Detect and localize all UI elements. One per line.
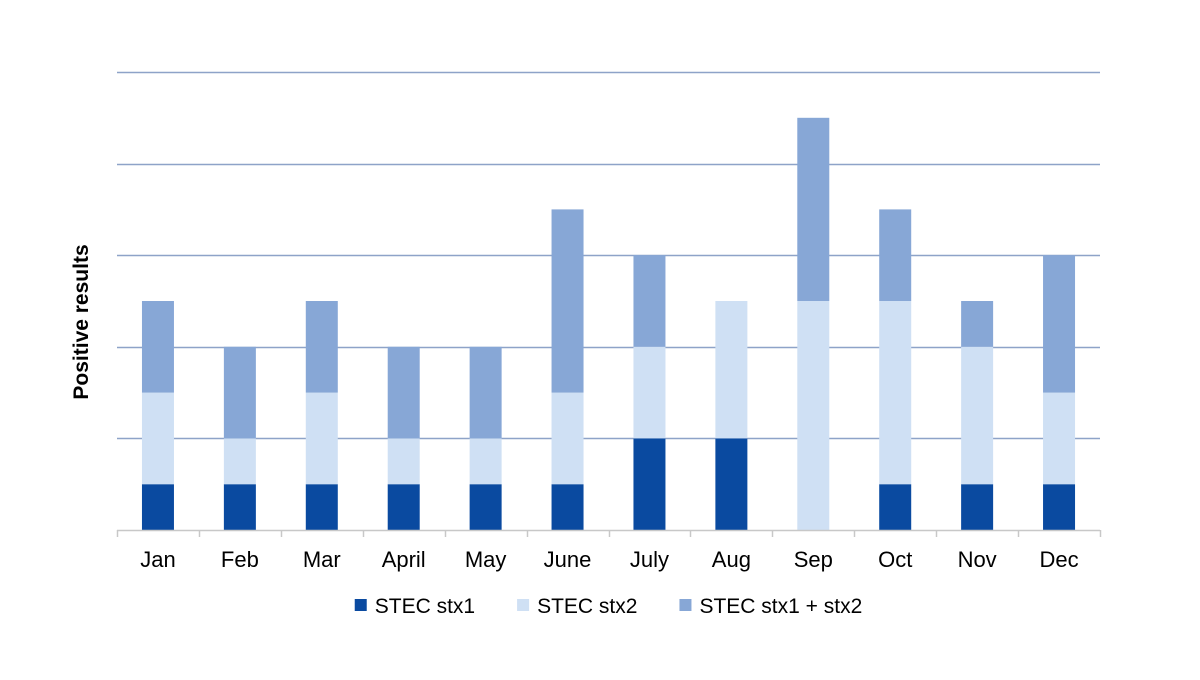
bar-aug-series-1	[715, 438, 748, 530]
bar-may-series-3	[469, 346, 502, 439]
legend-swatch	[354, 599, 367, 611]
bar-mar-series-2	[305, 392, 338, 485]
legend-label: STEC stx1	[375, 595, 475, 618]
x-tick-label: Aug	[712, 547, 751, 572]
bar-jan-series-2	[141, 392, 174, 485]
x-tick-label: April	[382, 547, 426, 572]
bar-nov-series-2	[961, 346, 994, 485]
bar-july-series-2	[633, 346, 666, 439]
x-tick-label: Jan	[140, 547, 175, 572]
bar-june-series-2	[551, 392, 584, 485]
gridlines	[117, 71, 1100, 440]
x-tick-label: Sep	[794, 547, 833, 572]
bar-mar-series-1	[305, 484, 338, 530]
bar-july-series-1	[633, 438, 666, 530]
bar-jan-series-3	[141, 301, 174, 393]
legend: STEC stx1 STEC stx2 STEC stx1 + stx2	[354, 595, 862, 618]
bar-oct-series-1	[879, 484, 912, 530]
x-axis	[116, 529, 1102, 537]
bar-feb-series-3	[223, 346, 256, 439]
bar-dec-series-1	[1043, 484, 1076, 530]
x-tick-labels: Jan Feb Mar April May June July Aug Sep Oct Nov Dec	[140, 547, 1078, 572]
legend-item-1: STEC stx1	[354, 595, 475, 618]
legend-swatch	[679, 599, 692, 611]
bar-sep-series-2	[797, 301, 830, 530]
bars	[141, 117, 1076, 530]
bar-april-series-3	[387, 346, 420, 439]
legend-label: STEC stx1 + stx2	[699, 595, 862, 618]
legend-swatch	[517, 599, 530, 611]
legend-label: STEC stx2	[537, 595, 637, 618]
bar-nov-series-1	[961, 484, 994, 530]
bar-may-series-1	[469, 484, 502, 530]
x-tick-label: Nov	[958, 547, 997, 572]
bar-april-series-2	[387, 438, 420, 485]
bar-jan-series-1	[141, 484, 174, 530]
legend-item-3: STEC stx1 + stx2	[679, 595, 862, 618]
bar-feb-series-1	[223, 484, 256, 530]
bar-dec-series-2	[1043, 392, 1076, 485]
bar-june-series-1	[551, 484, 584, 530]
bar-sep-series-3	[797, 117, 830, 301]
bar-feb-series-2	[223, 438, 256, 485]
bar-oct-series-2	[879, 301, 912, 485]
x-tick-label: July	[630, 547, 669, 572]
bar-dec-series-3	[1043, 255, 1076, 393]
y-axis-title: Positive results	[70, 244, 93, 399]
bar-mar-series-3	[305, 301, 338, 393]
bar-oct-series-3	[879, 209, 912, 301]
legend-item-2: STEC stx2	[517, 595, 637, 618]
bar-nov-series-3	[961, 301, 994, 347]
bar-april-series-1	[387, 484, 420, 530]
x-tick-label: June	[544, 547, 592, 572]
bar-july-series-3	[633, 255, 666, 347]
x-tick-label: Oct	[878, 547, 912, 572]
bar-june-series-3	[551, 209, 584, 393]
bar-aug-series-2	[715, 301, 748, 439]
x-tick-label: Dec	[1039, 547, 1078, 572]
x-tick-label: Mar	[303, 547, 341, 572]
x-tick-label: Feb	[221, 547, 259, 572]
bar-may-series-2	[469, 438, 502, 485]
x-tick-label: May	[465, 547, 507, 572]
